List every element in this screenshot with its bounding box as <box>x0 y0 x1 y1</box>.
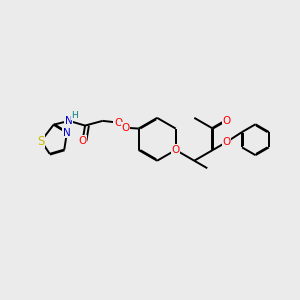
Text: O: O <box>172 145 180 155</box>
Text: O: O <box>222 137 230 147</box>
Text: S: S <box>38 134 45 148</box>
Text: O: O <box>114 118 122 128</box>
Text: N: N <box>63 128 71 138</box>
Text: O: O <box>121 123 129 133</box>
Text: N: N <box>65 116 72 126</box>
Text: O: O <box>78 136 87 146</box>
Text: H: H <box>72 111 78 120</box>
Text: O: O <box>222 116 230 126</box>
